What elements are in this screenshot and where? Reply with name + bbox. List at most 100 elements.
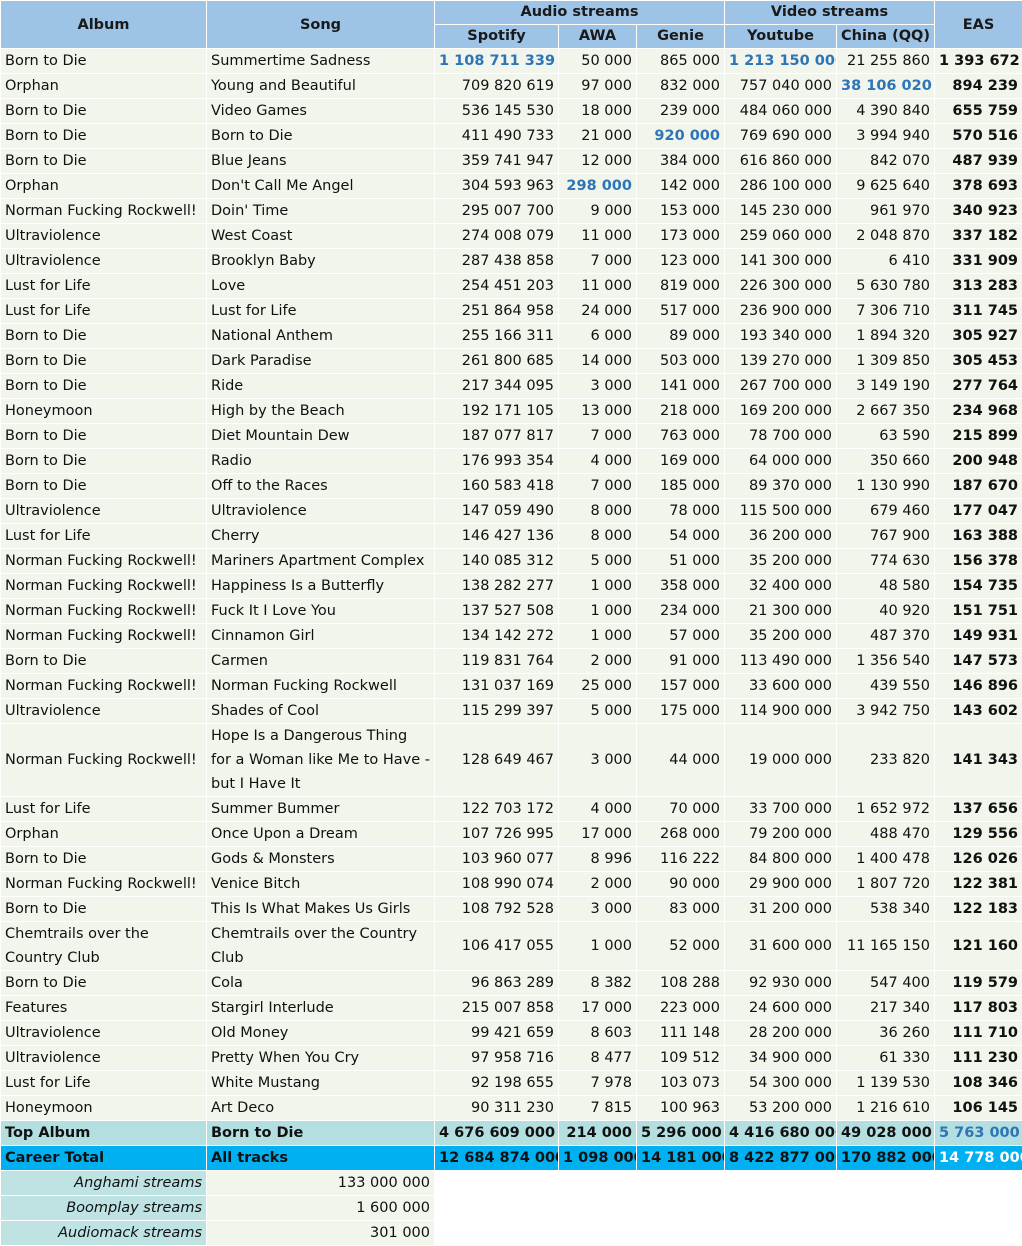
song-cell: Norman Fucking Rockwell [207, 674, 435, 699]
table-row: Norman Fucking Rockwell!Happiness Is a B… [1, 574, 1022, 599]
song-cell: Off to the Races [207, 474, 435, 499]
awa-cell: 3 000 [559, 897, 637, 922]
header-youtube: Youtube [725, 25, 837, 49]
career-total-genie: 14 181 000 [637, 1146, 725, 1171]
awa-cell: 1 000 [559, 574, 637, 599]
awa-cell: 3 000 [559, 374, 637, 399]
china-qq-cell: 1 139 530 [837, 1071, 935, 1096]
album-cell: Born to Die [1, 424, 207, 449]
song-cell: National Anthem [207, 324, 435, 349]
china-qq-cell: 6 410 [837, 249, 935, 274]
awa-cell: 8 000 [559, 524, 637, 549]
genie-cell: 51 000 [637, 549, 725, 574]
genie-cell: 517 000 [637, 299, 725, 324]
album-cell: Born to Die [1, 124, 207, 149]
song-cell: Blue Jeans [207, 149, 435, 174]
youtube-cell: 141 300 000 [725, 249, 837, 274]
china-qq-cell: 1 807 720 [837, 872, 935, 897]
spotify-cell: 137 527 508 [435, 599, 559, 624]
youtube-cell: 616 860 000 [725, 149, 837, 174]
song-cell: Once Upon a Dream [207, 822, 435, 847]
genie-cell: 123 000 [637, 249, 725, 274]
album-cell: Honeymoon [1, 399, 207, 424]
song-cell: Fuck It I Love You [207, 599, 435, 624]
youtube-cell: 114 900 000 [725, 699, 837, 724]
album-cell: Born to Die [1, 897, 207, 922]
awa-cell: 4 000 [559, 797, 637, 822]
album-cell: Ultraviolence [1, 249, 207, 274]
youtube-cell: 53 200 000 [725, 1096, 837, 1121]
album-cell: Ultraviolence [1, 1021, 207, 1046]
awa-cell: 7 978 [559, 1071, 637, 1096]
genie-cell: 153 000 [637, 199, 725, 224]
genie-cell: 91 000 [637, 649, 725, 674]
spotify-cell: 134 142 272 [435, 624, 559, 649]
song-cell: Dark Paradise [207, 349, 435, 374]
genie-cell: 175 000 [637, 699, 725, 724]
album-cell: Ultraviolence [1, 1046, 207, 1071]
youtube-cell: 267 700 000 [725, 374, 837, 399]
header-song: Song [207, 1, 435, 49]
album-cell: Born to Die [1, 49, 207, 74]
album-cell: Born to Die [1, 149, 207, 174]
song-cell: Don't Call Me Angel [207, 174, 435, 199]
eas-cell: 147 573 [935, 649, 1022, 674]
awa-cell: 25 000 [559, 674, 637, 699]
youtube-cell: 259 060 000 [725, 224, 837, 249]
top-album-name: Born to Die [207, 1121, 435, 1146]
song-cell: White Mustang [207, 1071, 435, 1096]
extra-stream-value: 301 000 [207, 1221, 435, 1246]
header-audio-streams: Audio streams [435, 1, 725, 25]
genie-cell: 109 512 [637, 1046, 725, 1071]
genie-cell: 185 000 [637, 474, 725, 499]
spotify-cell: 147 059 490 [435, 499, 559, 524]
youtube-cell: 31 200 000 [725, 897, 837, 922]
eas-cell: 311 745 [935, 299, 1022, 324]
youtube-cell: 79 200 000 [725, 822, 837, 847]
awa-cell: 7 000 [559, 474, 637, 499]
spotify-cell: 411 490 733 [435, 124, 559, 149]
spotify-cell: 254 451 203 [435, 274, 559, 299]
spotify-cell: 115 299 397 [435, 699, 559, 724]
china-qq-cell: 1 216 610 [837, 1096, 935, 1121]
china-qq-cell: 2 048 870 [837, 224, 935, 249]
eas-cell: 156 378 [935, 549, 1022, 574]
spotify-cell: 160 583 418 [435, 474, 559, 499]
extra-stream-value: 1 600 000 [207, 1196, 435, 1221]
song-cell: Cherry [207, 524, 435, 549]
album-cell: Honeymoon [1, 1096, 207, 1121]
eas-cell: 106 145 [935, 1096, 1022, 1121]
china-qq-cell: 36 260 [837, 1021, 935, 1046]
china-qq-cell: 1 130 990 [837, 474, 935, 499]
album-cell: Norman Fucking Rockwell! [1, 724, 207, 797]
eas-cell: 313 283 [935, 274, 1022, 299]
eas-cell: 215 899 [935, 424, 1022, 449]
genie-cell: 142 000 [637, 174, 725, 199]
header-spotify: Spotify [435, 25, 559, 49]
genie-cell: 108 288 [637, 971, 725, 996]
china-qq-cell: 38 106 020 [837, 74, 935, 99]
album-cell: Orphan [1, 174, 207, 199]
eas-cell: 305 453 [935, 349, 1022, 374]
career-total-eas: 14 778 000 [935, 1146, 1022, 1171]
top-album-awa: 214 000 [559, 1121, 637, 1146]
genie-cell: 157 000 [637, 674, 725, 699]
awa-cell: 3 000 [559, 724, 637, 797]
album-cell: Born to Die [1, 847, 207, 872]
album-cell: Lust for Life [1, 524, 207, 549]
song-cell: Venice Bitch [207, 872, 435, 897]
youtube-cell: 33 700 000 [725, 797, 837, 822]
awa-cell: 11 000 [559, 224, 637, 249]
header-album: Album [1, 1, 207, 49]
song-cell: Ultraviolence [207, 499, 435, 524]
